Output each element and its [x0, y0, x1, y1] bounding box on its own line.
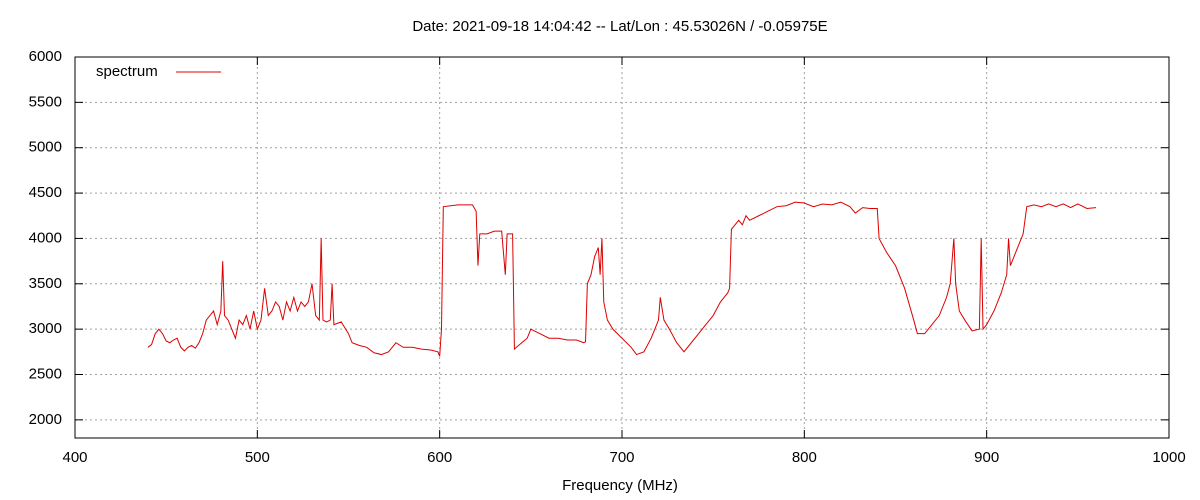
y-tick-label: 4000 [29, 229, 62, 246]
x-tick-label: 600 [427, 449, 452, 466]
chart-title: Date: 2021-09-18 14:04:42 -- Lat/Lon : 4… [412, 18, 827, 35]
spectrum-line [147, 201, 1097, 357]
x-tick-label: 700 [609, 449, 634, 466]
y-tick-label: 5500 [29, 93, 62, 110]
x-axis-label: Frequency (MHz) [562, 477, 678, 494]
x-tick-label: 500 [245, 449, 270, 466]
legend-label: spectrum [96, 63, 158, 80]
y-tick-label: 2000 [29, 411, 62, 428]
x-tick-label: 1000 [1152, 449, 1185, 466]
x-tick-label: 400 [62, 449, 87, 466]
plot-frame [74, 56, 1170, 439]
y-tick-label: 4500 [29, 184, 62, 201]
x-tick-label: 900 [974, 449, 999, 466]
y-tick-label: 5000 [29, 139, 62, 156]
x-tick-label: 800 [792, 449, 817, 466]
y-tick-label: 6000 [29, 48, 62, 65]
y-tick-label: 3500 [29, 275, 62, 292]
y-tick-label: 2500 [29, 365, 62, 382]
y-tick-label: 3000 [29, 320, 62, 337]
